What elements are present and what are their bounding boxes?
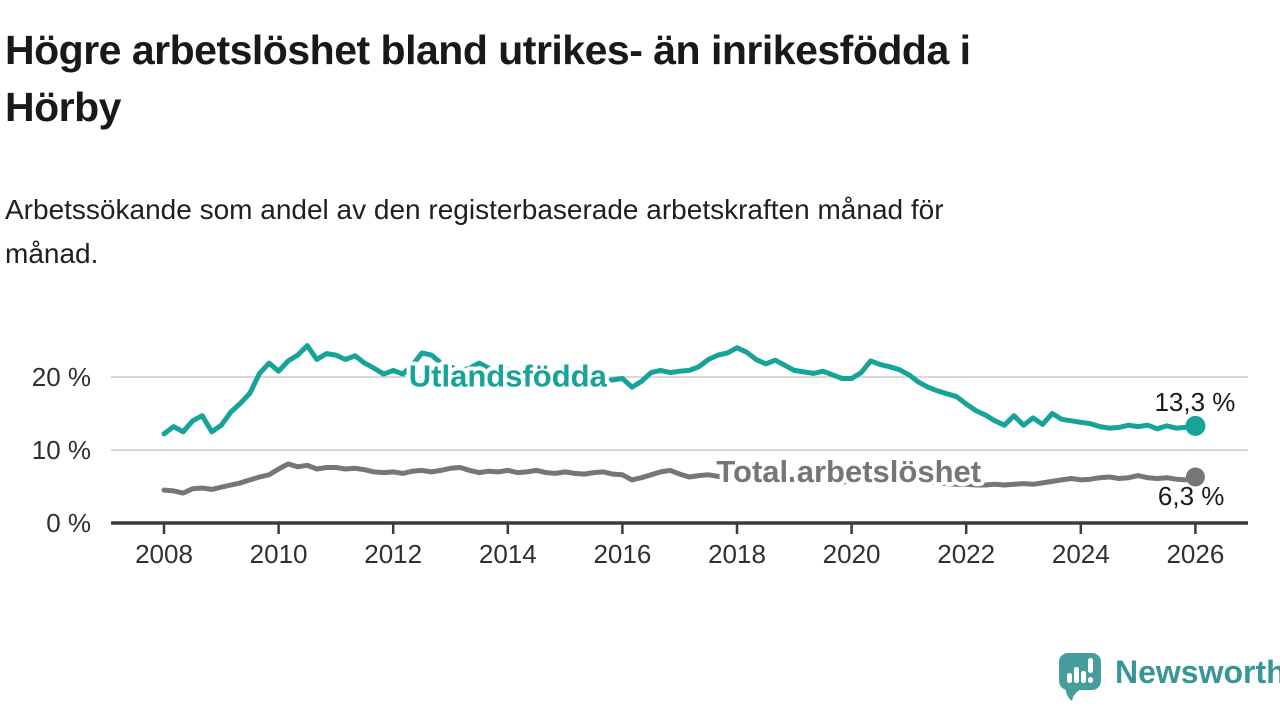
end-dot-utlandsfodda (1185, 415, 1206, 436)
x-axis-label-2024: 2024 (1052, 539, 1110, 569)
x-axis-label-2020: 2020 (823, 539, 881, 569)
logo-bar-2 (1074, 667, 1079, 683)
x-axis-label-2008: 2008 (135, 539, 193, 569)
x-axis-label-2022: 2022 (937, 539, 995, 569)
logo-exclamation-dot (1088, 677, 1093, 683)
series-label-total-arbetsloshet: Total arbetslöshet (716, 454, 981, 489)
logo-bar-3 (1081, 671, 1086, 683)
end-value-label-utlandsfodda: 13,3 % (1154, 387, 1235, 417)
x-axis-label-2016: 2016 (593, 539, 651, 569)
x-axis-label-2010: 2010 (250, 539, 308, 569)
x-axis-label-2012: 2012 (364, 539, 422, 569)
page-title-line1: Högre arbetslöshet bland utrikes- än inr… (5, 27, 971, 73)
page-title-line2: Hörby (5, 84, 121, 130)
chart-subtitle-line1: Arbetssökande som andel av den registerb… (5, 194, 944, 225)
end-value-label-total-arbetsloshet: 6,3 % (1158, 481, 1225, 511)
newsworthy-speech-bubble-bar-chart-icon (1059, 653, 1101, 701)
page-title: Högre arbetslöshet bland utrikes- än inr… (5, 22, 1185, 136)
unemployment-line-chart: 0 % 10 % 20 % 2008 2010 2012 2014 2016 2018 2020 2… (32, 343, 1248, 569)
y-axis-label-0: 0 % (46, 508, 91, 538)
logo-exclamation-bar (1088, 658, 1093, 673)
line-total-arbetsloshet (161, 461, 1198, 496)
series-label-utlandsfodda: Utlandsfödda (409, 359, 608, 394)
end-dot-total-arbetsloshet (1185, 467, 1205, 487)
logo-bar-1 (1067, 673, 1072, 683)
line-utlandsfodda (161, 343, 1198, 437)
y-axis-label-20: 20 % (32, 362, 91, 392)
chart-subtitle-line2: månad. (5, 238, 99, 269)
chart-subtitle: Arbetssökande som andel av den registerb… (5, 188, 1225, 276)
x-axis-label-2014: 2014 (479, 539, 537, 569)
y-axis-label-10: 10 % (32, 435, 91, 465)
brand-name: Newsworthy (1115, 654, 1280, 690)
x-axis-label-2018: 2018 (708, 539, 766, 569)
newsworthy-logo: Newsworthy (1056, 650, 1280, 702)
x-axis-label-2026: 2026 (1166, 539, 1224, 569)
